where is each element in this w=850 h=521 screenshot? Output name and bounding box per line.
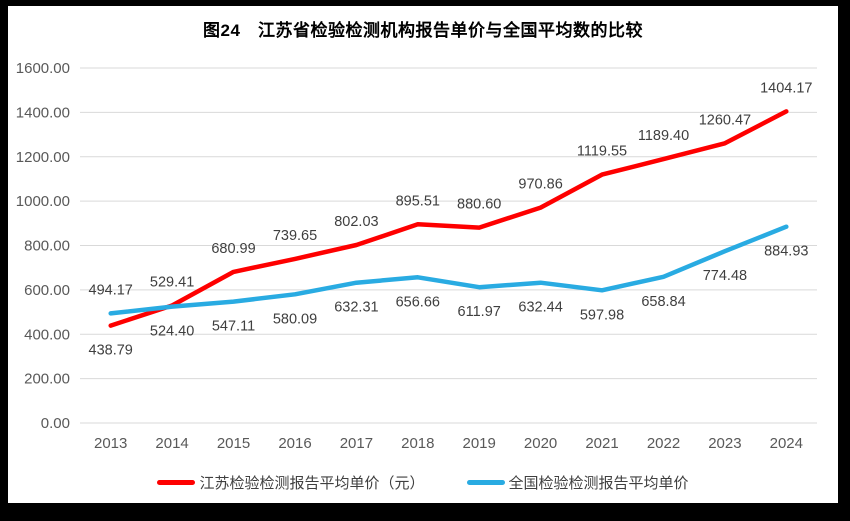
data-label: 774.48 (703, 268, 747, 284)
x-tick-label: 2022 (647, 435, 680, 452)
legend-line-swatch-blue (466, 480, 505, 485)
x-tick-label: 2024 (770, 435, 803, 452)
data-label: 632.31 (334, 300, 378, 316)
x-tick-label: 2021 (585, 435, 618, 452)
data-label: 529.41 (150, 275, 194, 291)
chart-panel: 图24 江苏省检验检测机构报告单价与全国平均数的比较 0.00 200.00 400… (8, 6, 838, 503)
data-label: 970.86 (518, 177, 562, 193)
chart-title: 图24 江苏省检验检测机构报告单价与全国平均数的比较 (203, 21, 643, 40)
y-tick-label: 1200.00 (16, 149, 70, 166)
x-tick-label: 2019 (463, 435, 496, 452)
x-tick-label: 2013 (94, 435, 127, 452)
data-label: 1260.47 (699, 112, 751, 128)
data-label: 632.44 (518, 300, 562, 316)
series-line (108, 109, 789, 328)
legend: 江苏检验检测报告平均单价（元） 全国检验检测报告平均单价 (8, 472, 838, 493)
data-label: 524.40 (150, 324, 194, 340)
data-label: 680.99 (211, 241, 255, 257)
data-label: 611.97 (458, 304, 501, 320)
legend-line-swatch-red (157, 480, 196, 485)
y-tick-label: 1400.00 (16, 104, 70, 121)
data-label: 880.60 (457, 197, 501, 213)
data-label: 1404.17 (760, 80, 812, 96)
series-line (108, 224, 789, 316)
legend-label-national: 全国检验检测报告平均单价 (508, 475, 689, 492)
x-tick-label: 2014 (155, 435, 188, 452)
data-label: 658.84 (641, 294, 685, 310)
data-label: 884.93 (764, 244, 808, 260)
x-tick-label: 2016 (278, 435, 311, 452)
data-label: 438.79 (89, 343, 133, 359)
x-tick-label: 2015 (217, 435, 250, 452)
data-label: 1189.40 (638, 128, 689, 144)
x-tick-label: 2023 (708, 435, 741, 452)
data-label: 1119.55 (577, 144, 627, 160)
y-tick-label: 0.00 (41, 415, 70, 432)
legend-label-jiangsu: 江苏检验检测报告平均单价（元） (199, 475, 425, 492)
y-tick-label: 400.00 (24, 326, 70, 343)
x-tick-label: 2017 (340, 435, 373, 452)
data-label: 802.03 (334, 214, 378, 230)
data-label: 597.98 (580, 307, 624, 323)
y-tick-label: 600.00 (24, 282, 70, 299)
data-label: 494.17 (89, 282, 133, 298)
data-label: 739.65 (273, 228, 317, 244)
x-tick-label: 2020 (524, 435, 557, 452)
data-label: 580.09 (273, 311, 317, 327)
legend-item-jiangsu: 江苏检验检测报告平均单价（元） (157, 472, 425, 493)
line-chart: 0.00 200.00 400.00 600.00 800.00 1000.00 1200.… (16, 60, 817, 452)
y-tick-label: 1600.00 (16, 60, 70, 77)
x-tick-label: 2018 (401, 435, 434, 452)
y-tick-label: 1000.00 (16, 193, 70, 210)
legend-item-national: 全国检验检测报告平均单价 (466, 472, 689, 493)
y-tick-label: 200.00 (24, 371, 70, 388)
data-label: 895.51 (396, 193, 440, 209)
data-label: 656.66 (396, 294, 440, 310)
y-tick-label: 800.00 (24, 238, 70, 255)
data-label: 547.11 (212, 319, 255, 335)
